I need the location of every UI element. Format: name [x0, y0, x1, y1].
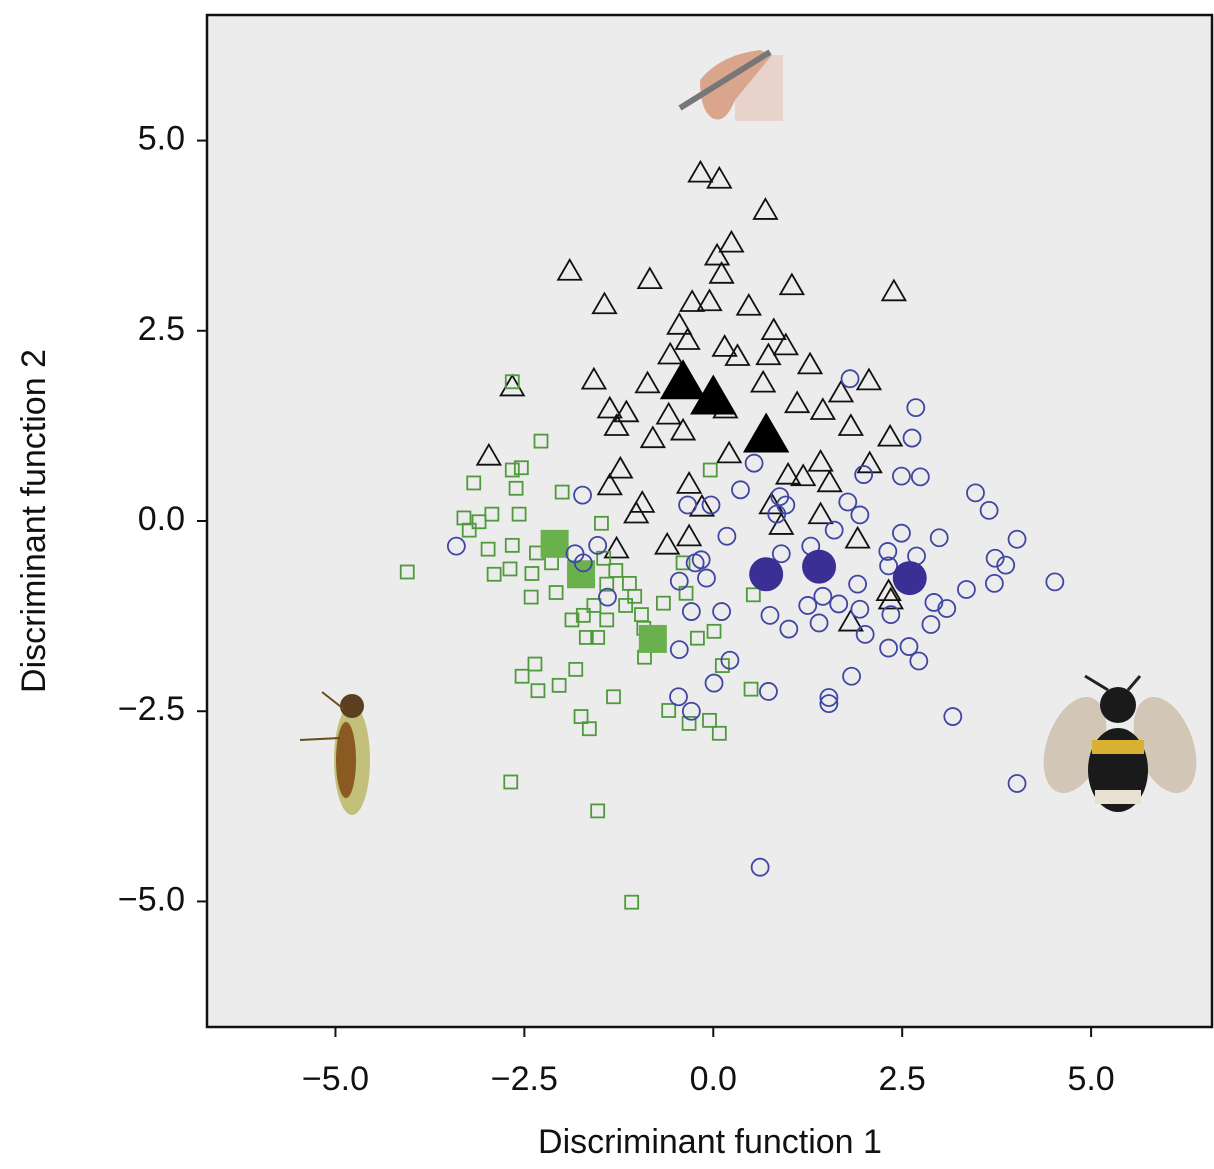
- x-tick-label: 5.0: [1067, 1060, 1114, 1098]
- x-tick-label: −5.0: [302, 1060, 369, 1098]
- y-tick-label: −5.0: [118, 880, 185, 918]
- x-axis-title: Discriminant function 1: [538, 1123, 882, 1161]
- y-tick-label: 2.5: [138, 310, 185, 348]
- plot-area: [207, 15, 1212, 1027]
- x-tick-label: −2.5: [491, 1060, 558, 1098]
- y-axis-title: Discriminant function 2: [15, 349, 53, 693]
- page: Discriminant function 1 Discriminant fun…: [0, 0, 1214, 1169]
- y-tick-label: 5.0: [138, 120, 185, 158]
- circle-point: [893, 561, 927, 595]
- y-tick-label: 0.0: [138, 500, 185, 538]
- square-point: [541, 530, 569, 558]
- square-point: [639, 625, 667, 653]
- circle-point: [749, 557, 783, 591]
- y-tick-label: −2.5: [118, 690, 185, 728]
- chart: Discriminant function 1 Discriminant fun…: [0, 0, 1214, 1169]
- x-tick-label: 2.5: [879, 1060, 926, 1098]
- x-tick-label: 0.0: [690, 1060, 737, 1098]
- circle-point: [802, 550, 836, 584]
